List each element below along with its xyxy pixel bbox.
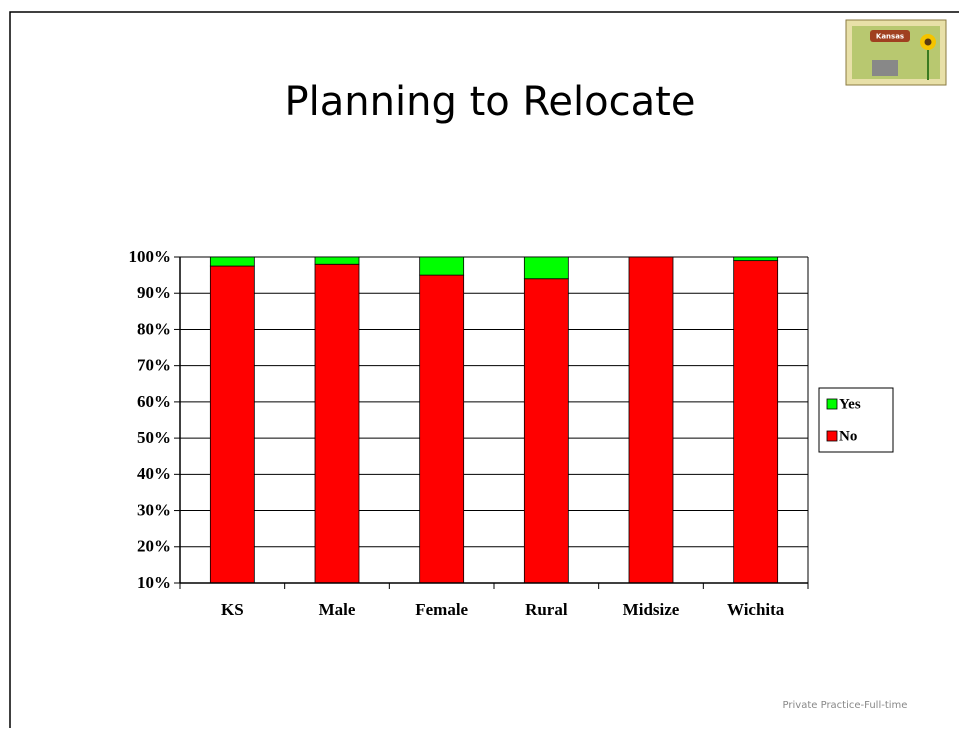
bar-segment — [209, 265, 255, 584]
y-tick-label: 20% — [137, 537, 171, 556]
bar-segment — [209, 256, 255, 267]
y-tick-label: 60% — [137, 392, 171, 411]
y-tick-label: 50% — [137, 428, 171, 447]
legend-label: No — [839, 428, 857, 444]
x-tick-label: Male — [319, 600, 356, 619]
x-tick-label: KS — [221, 600, 244, 619]
logo: Kansas — [845, 19, 947, 86]
x-tick-label: Rural — [525, 600, 568, 619]
bar-segment — [419, 274, 465, 584]
logo-barn — [872, 60, 898, 76]
chart: 10% 20% 30% 40% 50% 60% 70% 80% 90% 100% KS Male Fem… — [129, 247, 894, 619]
footer: Private Practice-Full-time — [783, 700, 908, 711]
logo-banner — [870, 30, 910, 42]
legend-swatch — [826, 398, 838, 410]
logo-sunflower-center — [924, 38, 932, 46]
bar-segment — [314, 263, 360, 584]
legend-swatch — [826, 430, 838, 442]
bar-segment — [523, 278, 569, 584]
x-tick-label: Female — [415, 600, 468, 619]
bar-segment — [419, 256, 465, 276]
y-tick-label: 40% — [137, 464, 171, 483]
y-tick-label: 70% — [137, 356, 171, 375]
y-tick-label: 30% — [137, 500, 171, 519]
x-tick-label: Midsize — [623, 600, 680, 619]
bar-segment — [523, 256, 569, 280]
bar-segment — [733, 260, 779, 584]
slide-border — [9, 11, 959, 733]
chart-title: Planning to Relocate — [285, 79, 696, 125]
y-tick-label: 10% — [137, 573, 171, 592]
logo-text: Kansas — [876, 33, 904, 41]
bar-segment — [628, 256, 674, 584]
legend-label: Yes — [839, 396, 861, 412]
y-tick-label: 90% — [137, 283, 171, 302]
bar-segment — [733, 256, 779, 262]
y-tick-label: 80% — [137, 319, 171, 338]
bar-segment — [314, 256, 360, 265]
y-tick-label: 100% — [129, 247, 172, 266]
x-tick-label: Wichita — [727, 600, 785, 619]
